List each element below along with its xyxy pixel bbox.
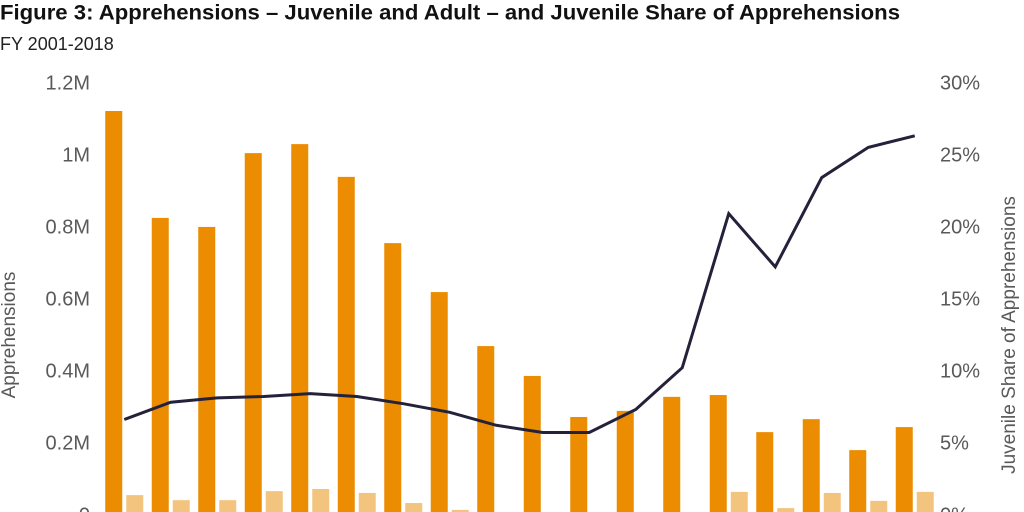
y-tick-label: 0.6M xyxy=(46,288,90,310)
bar xyxy=(895,427,913,512)
bar xyxy=(477,346,495,512)
bar xyxy=(358,492,376,512)
bar xyxy=(384,243,402,512)
bar xyxy=(405,503,423,512)
line xyxy=(123,134,916,434)
bar xyxy=(870,500,888,512)
bar xyxy=(430,292,448,512)
bar xyxy=(151,217,169,512)
y2-tick-label: 20% xyxy=(940,216,980,238)
chart-title: Figure 3: Apprehensions – Juvenile and A… xyxy=(0,2,900,25)
bar xyxy=(777,508,795,512)
bar xyxy=(451,509,469,512)
y-tick-label: 0.8M xyxy=(46,216,90,238)
bar xyxy=(172,500,190,512)
bar xyxy=(523,375,541,512)
y2-axis-title: Juvenile Share of Apprehensions xyxy=(999,196,1020,474)
y2-tick-label: 15% xyxy=(940,288,980,310)
y2-tick-label: 0% xyxy=(940,504,969,512)
bar xyxy=(198,226,216,512)
y-tick-label: 1.2M xyxy=(46,72,90,94)
bar xyxy=(709,395,727,512)
y2-tick-label: 5% xyxy=(940,432,969,454)
chart-subtitle: FY 2001-2018 xyxy=(0,34,114,54)
y2-tick-label: 10% xyxy=(940,360,980,382)
bar xyxy=(244,153,262,512)
bar xyxy=(337,176,355,512)
y-tick-label: 0.4M xyxy=(46,360,90,382)
y-axis-title: Apprehensions xyxy=(0,272,20,399)
bar xyxy=(126,495,144,512)
y2-tick-label: 25% xyxy=(940,144,980,166)
bar xyxy=(219,500,237,512)
bar xyxy=(916,491,934,512)
y-tick-label: 0.2M xyxy=(46,432,90,454)
y2-tick-label: 30% xyxy=(940,72,980,94)
y-tick-label: 0 xyxy=(79,504,90,512)
bar xyxy=(105,111,123,512)
bar xyxy=(756,432,774,512)
bar xyxy=(663,396,681,512)
bar xyxy=(823,492,841,512)
bar xyxy=(265,491,283,512)
bar xyxy=(291,144,309,512)
bar xyxy=(616,410,634,512)
bar xyxy=(730,491,748,512)
bar xyxy=(312,489,330,512)
bar xyxy=(849,450,867,512)
bar xyxy=(802,419,820,512)
y-tick-label: 1M xyxy=(62,144,90,166)
bar xyxy=(570,417,588,512)
